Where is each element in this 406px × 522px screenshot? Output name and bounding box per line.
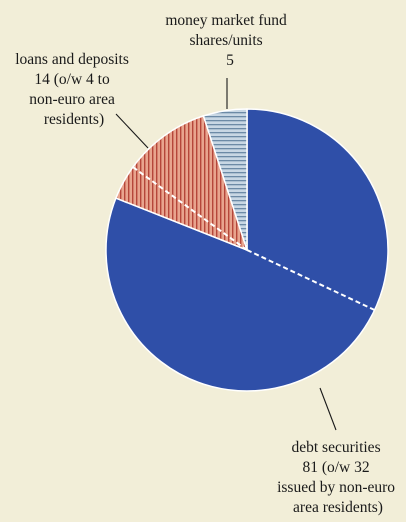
label-debt-securities: debt securities 81 (o/w 32 issued by non… <box>277 439 399 516</box>
label-loans-and-deposits: loans and deposits 14 (o/w 4 to non-euro… <box>15 51 133 128</box>
pie-slice-money-market-fund <box>202 108 248 251</box>
label-line: loans and deposits <box>15 51 129 68</box>
leader-line-debt-securities <box>319 387 337 431</box>
label-line: area residents) <box>293 499 383 516</box>
label-line: 14 (o/w 4 to <box>34 71 110 88</box>
label-line: issued by non-euro <box>277 479 395 496</box>
label-line: debt securities <box>292 439 381 456</box>
label-line: 81 (o/w 32 <box>302 459 369 476</box>
label-value: 5 <box>226 52 234 69</box>
leader-line-loans-and-deposits <box>115 113 149 149</box>
label-line: residents) <box>44 111 104 128</box>
label-line: money market fund <box>165 12 287 29</box>
label-line: shares/units <box>189 32 262 49</box>
label-money-market-fund: money market fund shares/units 5 <box>165 12 290 69</box>
label-line: non-euro area <box>29 91 115 108</box>
